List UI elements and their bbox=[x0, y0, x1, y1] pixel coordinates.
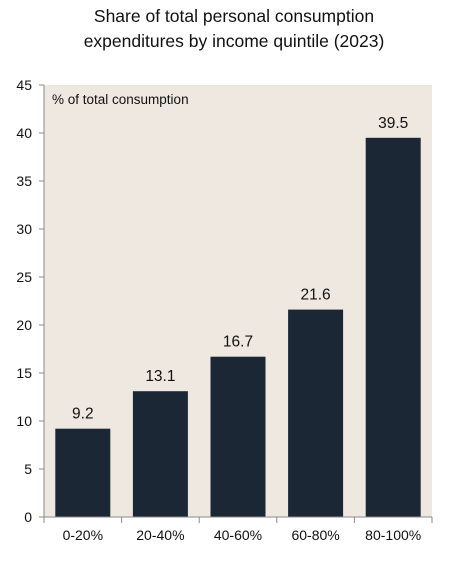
bar-0-20% bbox=[55, 428, 111, 517]
y-tick-label-5: 5 bbox=[24, 461, 32, 477]
x-axis: 0-20% 20-40% 40-60% 60-80% 80-100% bbox=[43, 516, 433, 543]
bars-group bbox=[55, 137, 421, 518]
data-label-20-40%: 13.1 bbox=[145, 368, 175, 385]
chart-title-line-2: expenditures by income quintile (2023) bbox=[84, 31, 385, 51]
bar-80-100% bbox=[365, 137, 421, 518]
x-tick-label-20-40%: 20-40% bbox=[136, 527, 184, 543]
bar-40-60% bbox=[210, 356, 266, 517]
y-tick-label-15: 15 bbox=[16, 365, 32, 381]
y-tick-label-30: 30 bbox=[16, 221, 32, 237]
data-label-60-80%: 21.6 bbox=[301, 287, 331, 304]
y-tick-label-40: 40 bbox=[16, 125, 32, 141]
data-labels-group: 9.2 13.1 16.7 21.6 39.5 bbox=[72, 115, 408, 423]
unit-label: % of total consumption bbox=[52, 92, 189, 107]
y-tick-label-35: 35 bbox=[16, 173, 32, 189]
bar-20-40% bbox=[132, 391, 188, 517]
data-label-0-20%: 9.2 bbox=[72, 406, 94, 423]
y-axis: 0 5 10 15 20 25 30 35 40 45 bbox=[16, 77, 45, 525]
bar-60-80% bbox=[288, 309, 344, 517]
data-label-40-60%: 16.7 bbox=[223, 334, 253, 351]
x-tick-label-80-100%: 80-100% bbox=[365, 527, 421, 543]
data-label-80-100%: 39.5 bbox=[378, 115, 408, 132]
x-tick-label-60-80%: 60-80% bbox=[291, 527, 339, 543]
chart-title-line-1: Share of total personal consumption bbox=[94, 6, 374, 26]
x-tick-label-0-20%: 0-20% bbox=[63, 527, 103, 543]
y-tick-label-20: 20 bbox=[16, 317, 32, 333]
y-tick-label-25: 25 bbox=[16, 269, 32, 285]
y-tick-label-0: 0 bbox=[24, 509, 32, 525]
x-tick-label-40-60%: 40-60% bbox=[214, 527, 262, 543]
y-tick-label-10: 10 bbox=[16, 413, 32, 429]
y-tick-label-45: 45 bbox=[16, 77, 32, 93]
